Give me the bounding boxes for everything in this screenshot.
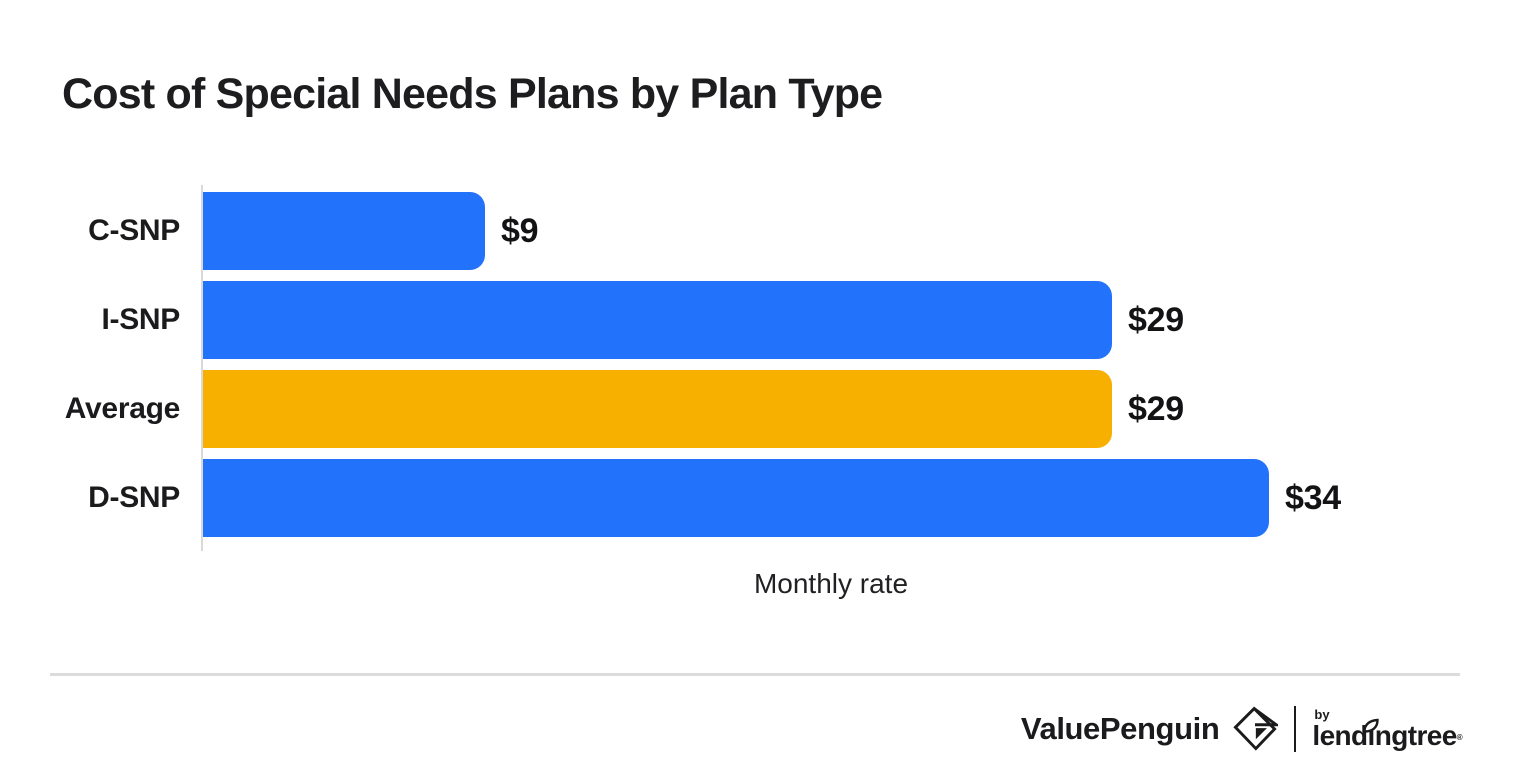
footer-logo: ValuePenguin by lendingtree® — [1020, 700, 1463, 758]
category-label: I-SNP — [101, 303, 180, 336]
trademark-symbol: ® — [1456, 732, 1463, 742]
bar — [203, 192, 485, 270]
value-label: $29 — [1128, 390, 1184, 428]
category-label: Average — [64, 392, 181, 425]
x-axis-label: Monthly rate — [753, 568, 909, 599]
category-label: C-SNP — [88, 214, 180, 247]
footer-divider-line — [1294, 706, 1297, 752]
value-label: $29 — [1128, 301, 1184, 339]
bar-row: D-SNP $34 — [0, 459, 1520, 537]
y-axis-line — [201, 185, 203, 551]
leaf-icon — [1362, 710, 1380, 740]
category-label: D-SNP — [88, 481, 180, 514]
value-label: $34 — [1285, 479, 1341, 517]
lendingtree-logo: by lendingtree® — [1312, 708, 1462, 751]
lendingtree-wordmark: lendingtree® — [1312, 718, 1463, 751]
bar-row: I-SNP $29 — [0, 281, 1520, 359]
bar — [203, 459, 1269, 537]
value-label: $9 — [501, 212, 539, 250]
valuepenguin-wordmark: ValuePenguin — [1020, 711, 1220, 746]
bar — [203, 281, 1112, 359]
bar — [203, 370, 1112, 448]
footer-divider — [50, 673, 1460, 676]
valuepenguin-mark-icon — [1232, 705, 1279, 753]
chart-title: Cost of Special Needs Plans by Plan Type — [62, 70, 883, 118]
bar-row: C-SNP $9 — [0, 192, 1520, 270]
bar-row: Average $29 — [0, 370, 1520, 448]
by-label: by — [1314, 706, 1330, 722]
